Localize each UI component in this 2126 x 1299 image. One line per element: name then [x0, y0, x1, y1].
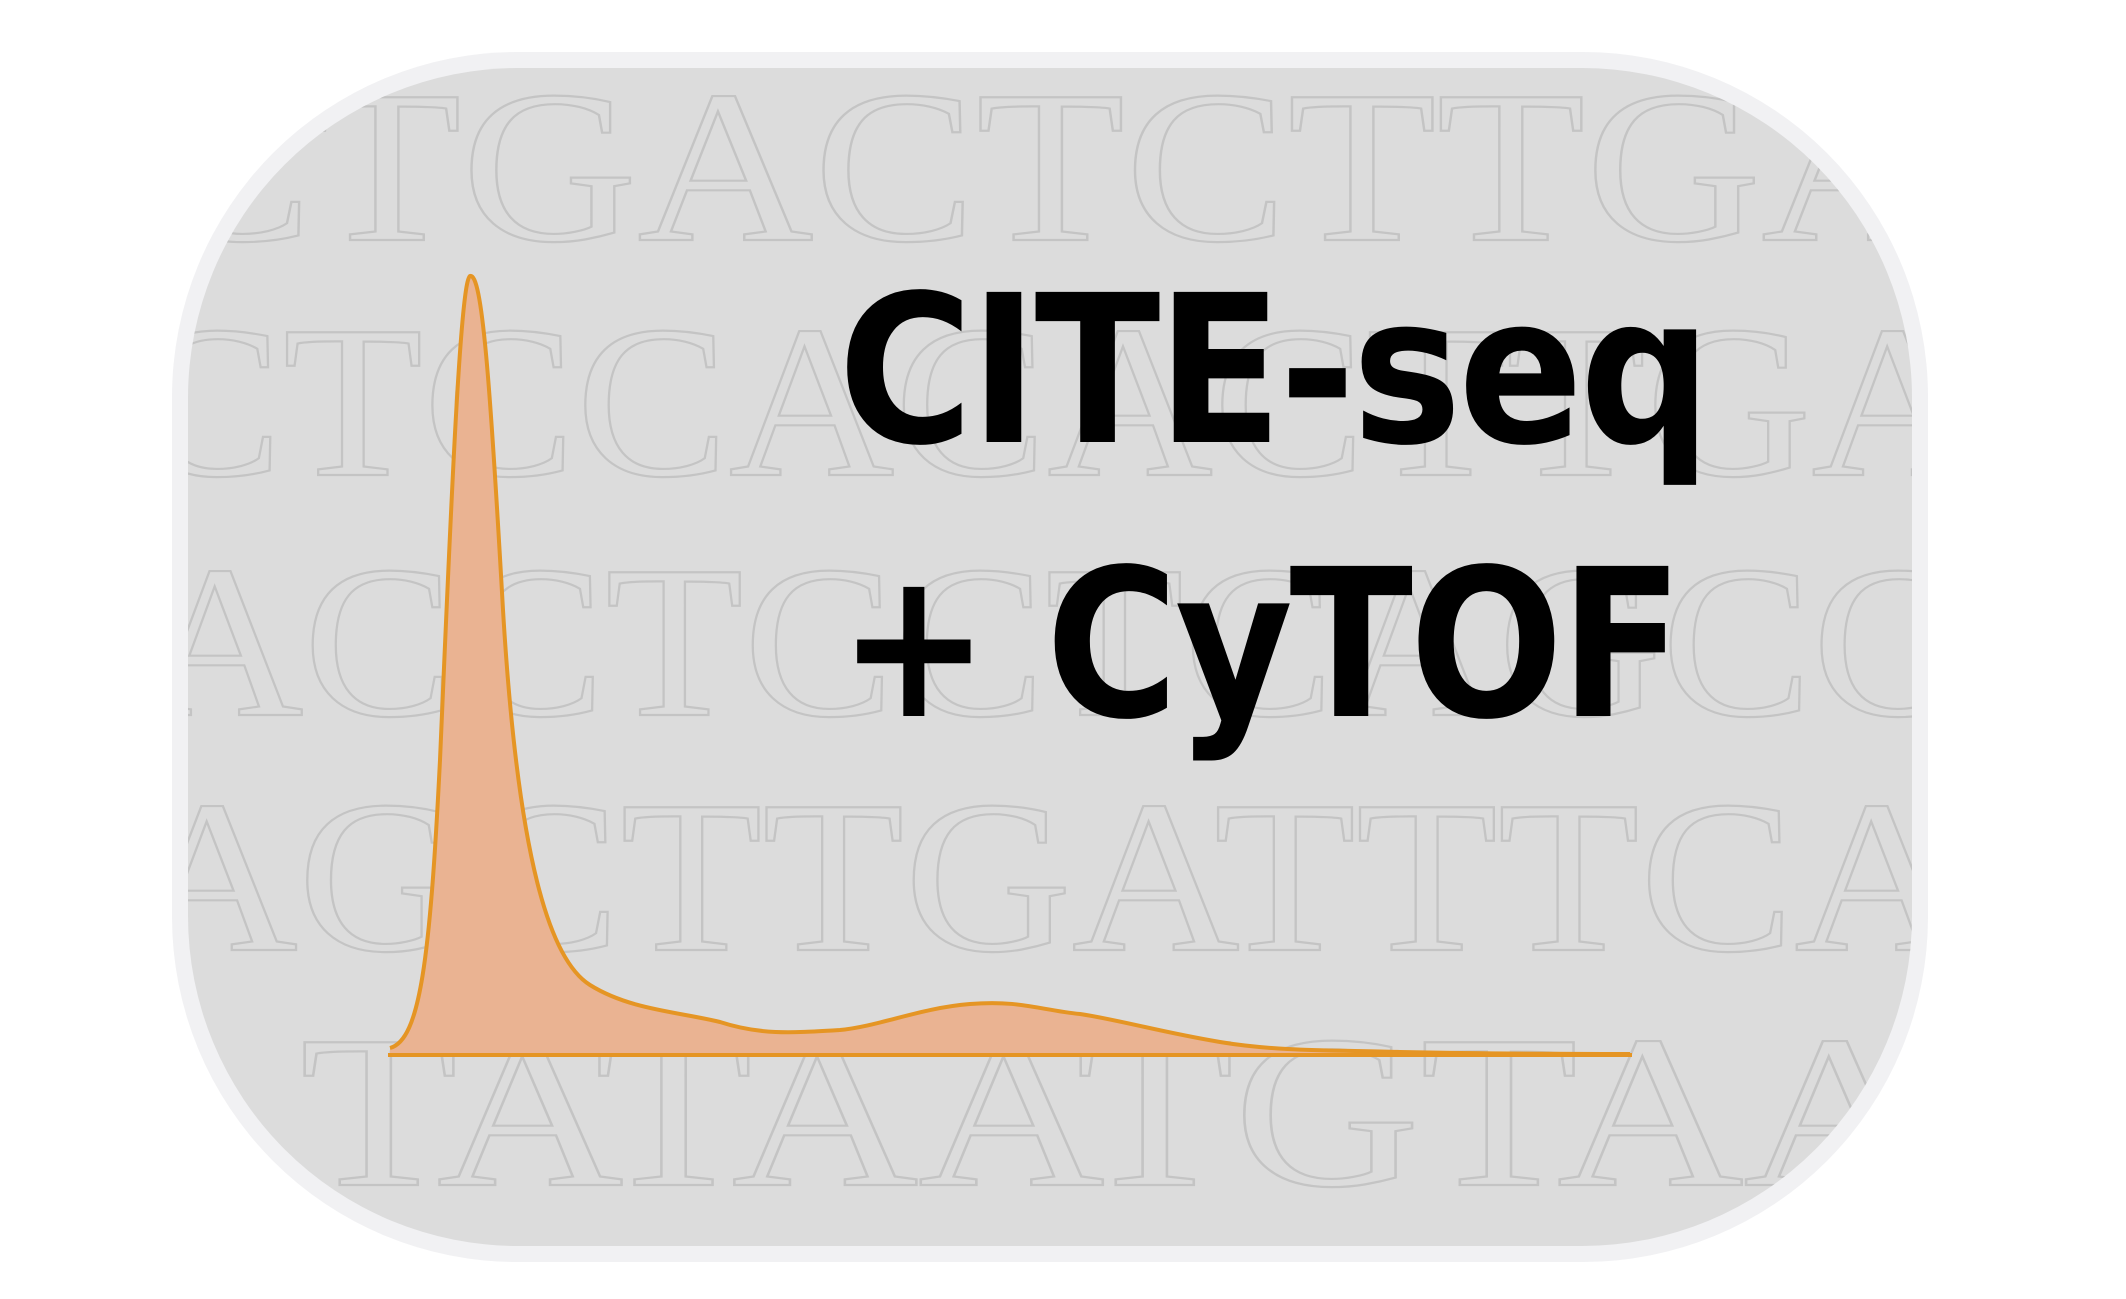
- density-fill: [390, 275, 1630, 1056]
- dna-row-1: CTGACTCTTGAC: [150, 47, 2100, 288]
- panel-background: [188, 68, 1912, 1246]
- title-line-1: CITE-seq: [838, 251, 1708, 491]
- title-line-2: + CyTOF: [838, 525, 1680, 765]
- density-outline: [389, 274, 1631, 1056]
- density-curve-icon: [388, 274, 1632, 1057]
